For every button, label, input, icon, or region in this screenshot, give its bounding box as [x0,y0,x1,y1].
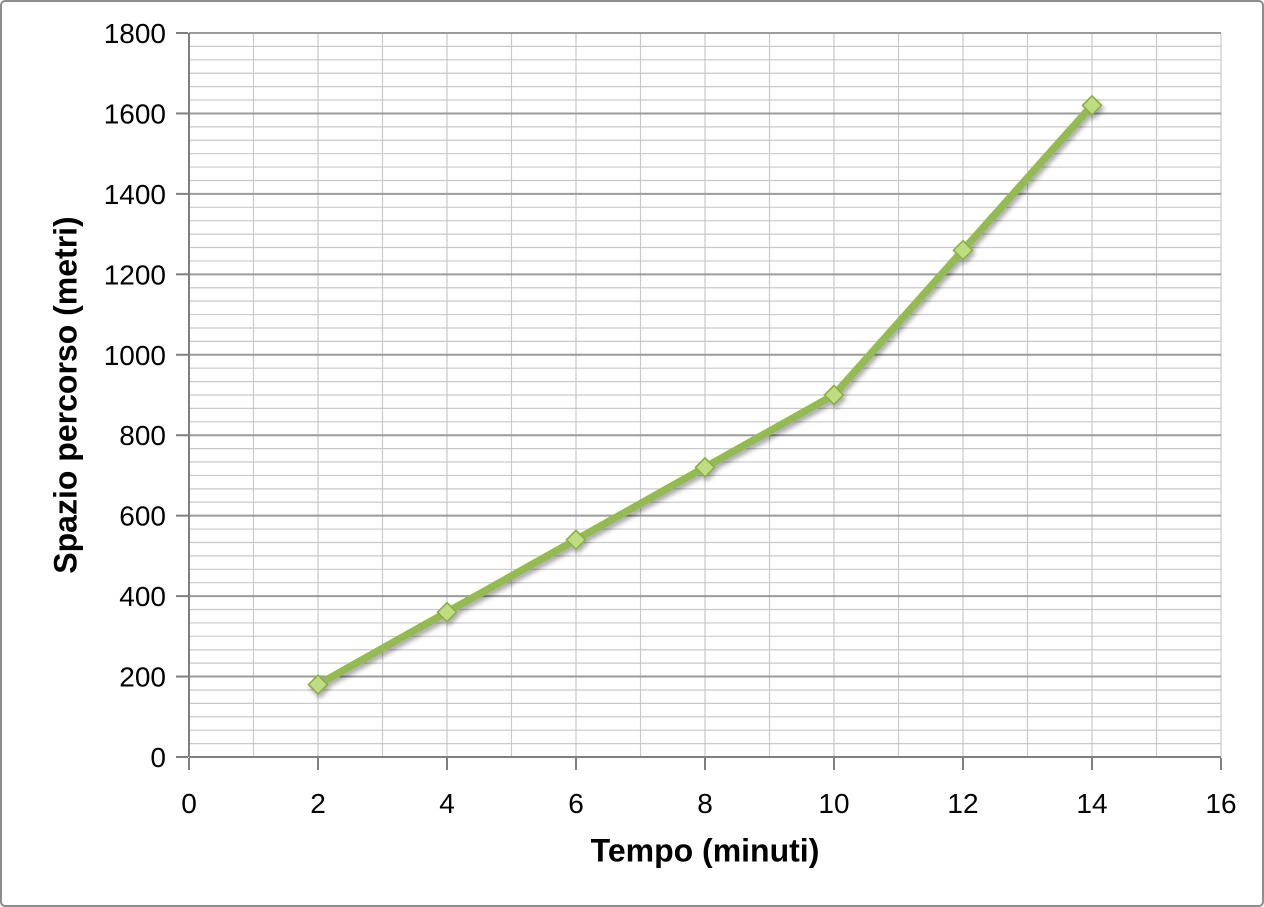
x-tick-label: 0 [181,788,197,819]
x-tick-label: 14 [1076,788,1107,819]
data-point-marker [1081,94,1103,117]
y-tick-label: 800 [119,420,166,451]
y-tick-label: 400 [119,581,166,612]
y-tick-label: 1600 [104,98,166,129]
y-tick-label: 0 [150,742,166,773]
x-tick-label: 2 [310,788,326,819]
x-tick-label: 8 [697,788,713,819]
data-point-marker [823,384,845,406]
x-tick-label: 12 [947,788,978,819]
x-tick-label: 16 [1205,788,1236,819]
gridlines [189,32,1222,757]
axes: 0 200 400 600 800 1000 1200 1400 1600 1800 0 2 4 6 8 10… [104,18,1237,819]
y-tick-label: 200 [119,662,166,693]
y-tick-label: 1400 [104,179,166,210]
y-axis-title: Spazio percorso (metri) [47,216,84,574]
y-tick-label: 600 [119,501,166,532]
y-tick-label: 1200 [104,259,166,290]
x-tick-label: 10 [818,788,849,819]
data-point-marker [307,673,329,696]
y-tick-label: 1000 [104,340,166,371]
x-tick-label: 4 [439,788,455,819]
data-point-marker [694,456,716,479]
x-axis-title: Tempo (minuti) [590,832,820,869]
data-point-marker [952,239,974,261]
data-series [307,94,1103,696]
data-point-marker [565,529,587,551]
data-point-marker [436,601,458,623]
y-tick-label: 1800 [104,18,166,49]
x-tick-label: 6 [568,788,584,819]
